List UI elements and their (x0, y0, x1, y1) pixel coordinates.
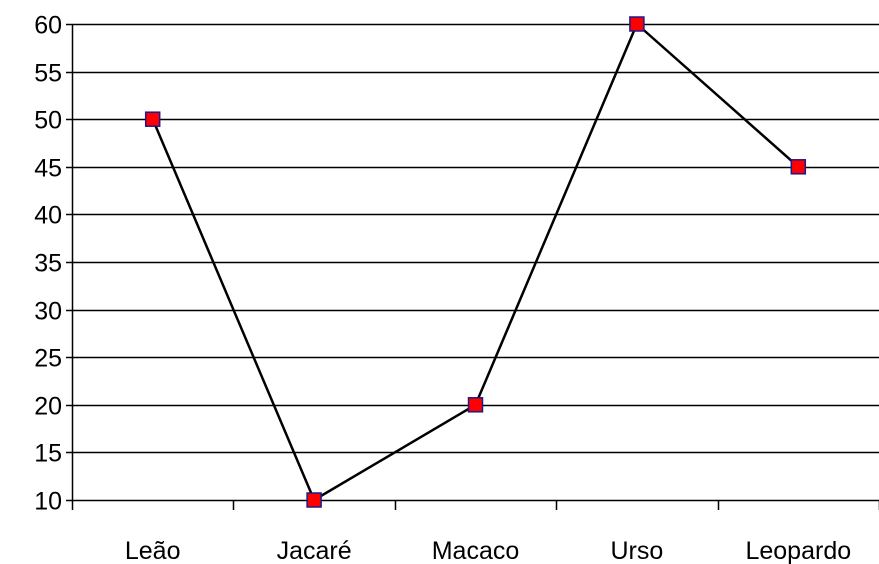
data-point-marker (630, 17, 644, 31)
data-point-marker (469, 398, 483, 412)
data-point-marker (791, 160, 805, 174)
x-axis-tick-labels: Leão Jacaré Macaco Urso Leopardo (125, 537, 851, 564)
x-tick-label: Urso (611, 537, 664, 564)
y-tick-label: 60 (34, 12, 62, 40)
y-axis-tick-labels: 10 15 20 25 30 35 40 45 50 55 60 (34, 12, 62, 516)
y-tick-label: 50 (34, 107, 62, 135)
y-tick-label: 40 (34, 202, 62, 230)
axes (66, 24, 879, 510)
y-tick-label: 35 (34, 250, 62, 278)
y-tick-label: 55 (34, 60, 62, 88)
x-tick-label: Jacaré (277, 537, 352, 564)
gridlines (72, 25, 879, 501)
y-tick-label: 30 (34, 298, 62, 326)
y-tick-label: 15 (34, 440, 62, 468)
data-point-marker (146, 112, 160, 126)
y-tick-label: 10 (34, 488, 62, 516)
data-point-marker (307, 493, 321, 507)
x-tick-label: Leão (125, 537, 181, 564)
x-tick-label: Leopardo (745, 537, 851, 564)
x-tick-label: Macaco (432, 537, 520, 564)
y-tick-label: 20 (34, 393, 62, 421)
y-tick-label: 25 (34, 345, 62, 373)
y-tick-label: 45 (34, 155, 62, 183)
